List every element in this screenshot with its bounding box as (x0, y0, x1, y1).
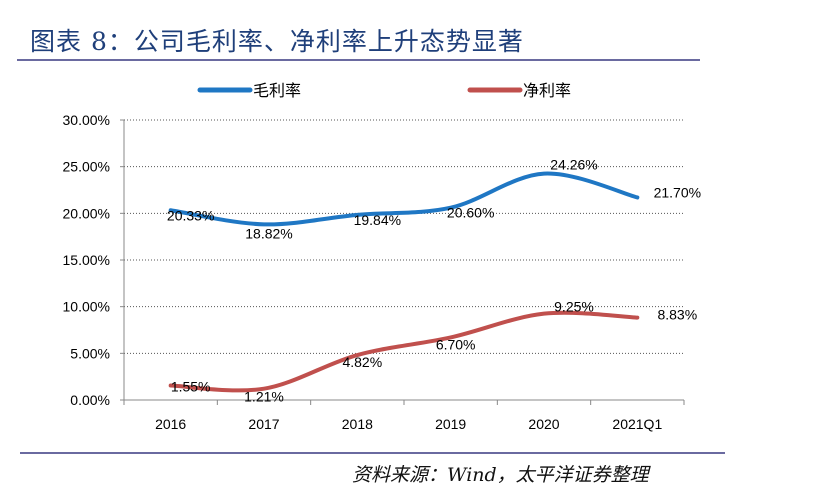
x-tick-label: 2020 (528, 416, 559, 432)
title-divider (17, 59, 700, 61)
footer-divider (20, 452, 725, 454)
x-tick-label: 2018 (342, 416, 373, 432)
x-tick-label: 2021Q1 (612, 416, 662, 432)
x-tick-label: 2017 (248, 416, 279, 432)
y-tick-label: 30.00% (63, 112, 110, 128)
y-tick-label: 0.00% (70, 392, 110, 408)
series-line-0 (168, 171, 640, 227)
series-line-1 (168, 310, 640, 393)
y-tick-label: 20.00% (63, 205, 110, 221)
data-label: 24.26% (550, 157, 597, 173)
data-label: 18.82% (245, 225, 292, 241)
y-tick-label: 10.00% (63, 299, 110, 315)
data-label: 20.60% (447, 205, 494, 221)
data-label: 19.84% (354, 212, 401, 228)
y-tick-label: 15.00% (63, 252, 110, 268)
data-label: 20.33% (167, 207, 214, 223)
data-label: 9.25% (554, 299, 594, 315)
data-label: 1.55% (171, 379, 211, 395)
data-label: 6.70% (436, 336, 476, 352)
legend-label: 毛利率 (253, 82, 301, 100)
data-label: 1.21% (244, 389, 284, 405)
y-tick-label: 5.00% (70, 345, 110, 361)
figure-title: 图表 8：公司毛利率、净利率上升态势显著 (30, 27, 524, 56)
legend-label: 净利率 (523, 82, 571, 100)
data-label: 21.70% (654, 184, 701, 200)
x-tick-label: 2019 (435, 416, 466, 432)
data-label: 8.83% (657, 307, 697, 323)
y-tick-label: 25.00% (63, 159, 110, 175)
source-note: 资料来源：Wind，太平洋证券整理 (352, 464, 649, 486)
x-tick-label: 2016 (155, 416, 186, 432)
data-label: 4.82% (342, 354, 382, 370)
